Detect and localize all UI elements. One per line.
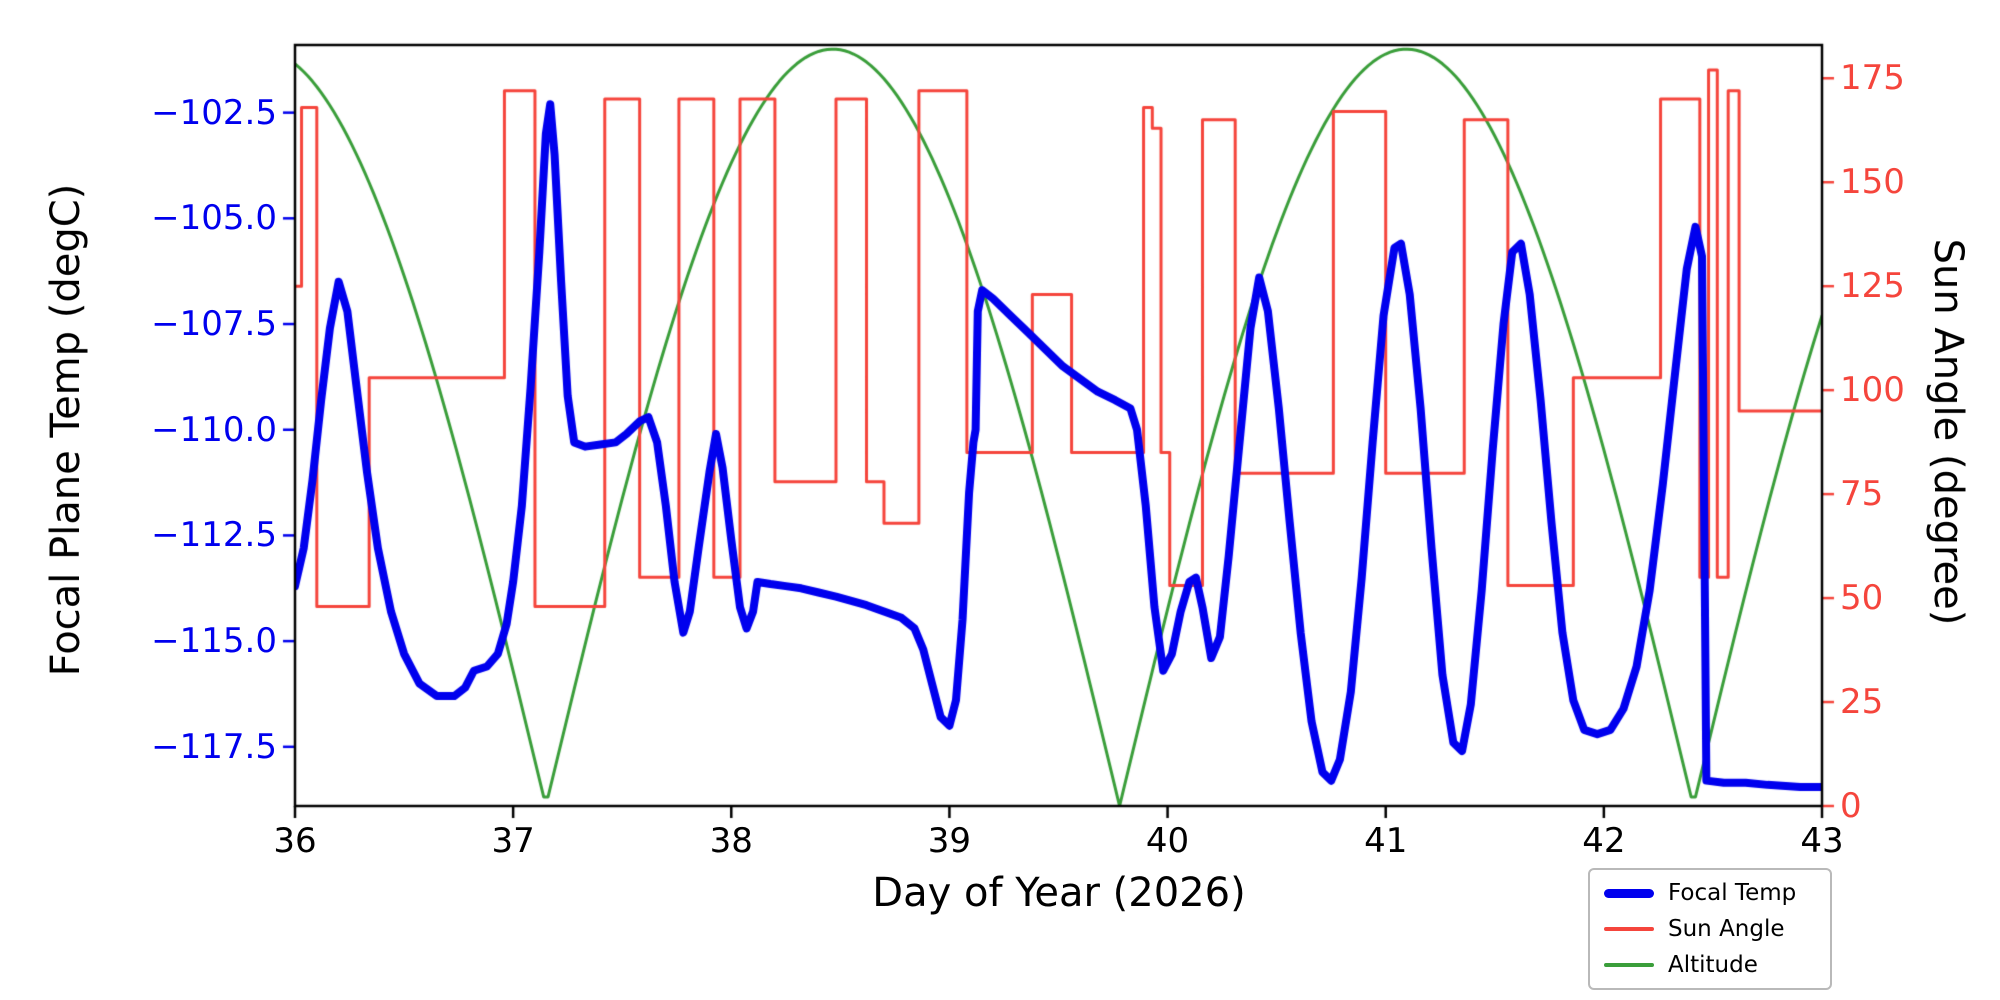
y-left-tick-label: −115.0 [151,621,277,662]
y-left-tick-label: −102.5 [151,92,277,133]
y-left-tick-label: −112.5 [151,515,277,556]
y-left-tick-label: −105.0 [151,198,277,239]
y-right-tick-label: 100 [1840,370,1905,411]
y-right-tick-label: 25 [1840,682,1884,723]
legend-item-altitude: Altitude [1604,952,1816,978]
legend-label-sun-angle: Sun Angle [1668,916,1785,942]
legend-label-focal-temp: Focal Temp [1668,880,1797,906]
y-axis-label-right: Sun Angle (degree) [1925,238,1971,626]
x-tick-label: 38 [709,821,753,861]
y-right-tick-label: 75 [1840,474,1884,515]
x-tick-label: 37 [491,821,535,861]
y-right-tick-label: 150 [1840,162,1905,203]
y-axis-label-left: Focal Plane Temp (degC) [43,183,89,677]
x-tick-label: 40 [1145,821,1190,861]
sun-angle-legend-swatch [1604,927,1654,931]
y-right-tick-label: 0 [1840,786,1862,826]
x-tick-label: 43 [1800,821,1844,861]
x-tick-label: 41 [1364,821,1408,861]
legend-item-focal-temp: Focal Temp [1604,880,1816,906]
y-right-tick-label: 175 [1840,58,1905,99]
focal-temp-legend-swatch [1604,888,1654,898]
altitude-legend-swatch [1604,963,1654,967]
y-right-tick-label: 125 [1840,266,1905,307]
y-left-tick-label: −107.5 [151,304,277,345]
y-right-tick-label: 50 [1840,578,1884,619]
y-left-tick-label: −117.5 [151,726,277,767]
x-tick-label: 36 [273,821,317,861]
legend-label-altitude: Altitude [1668,952,1758,978]
y-left-tick-label: −110.0 [151,409,277,450]
x-tick-label: 42 [1582,821,1626,861]
x-tick-label: 39 [927,821,972,861]
legend: Focal Temp Sun Angle Altitude [1588,868,1832,990]
x-axis-label: Day of Year (2026) [872,870,1246,916]
legend-item-sun-angle: Sun Angle [1604,916,1816,942]
